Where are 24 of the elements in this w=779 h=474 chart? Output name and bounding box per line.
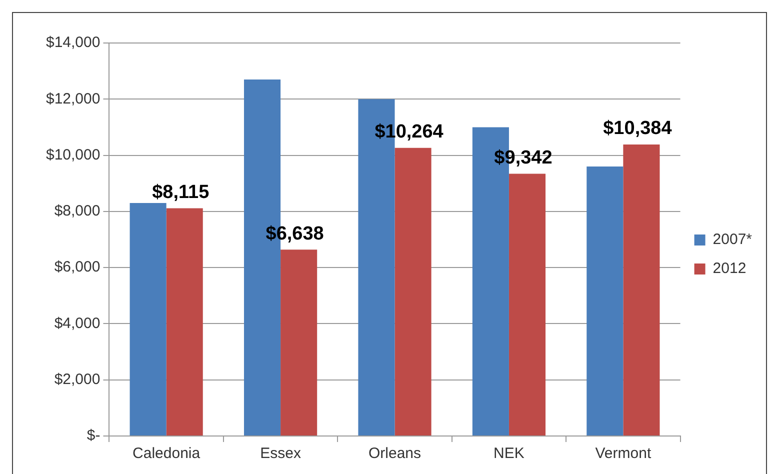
y-tick-label: $4,000 [54,314,100,332]
y-tick-label: $12,000 [46,90,100,108]
y-tick-label: $8,000 [54,202,100,220]
bar [130,203,166,436]
bar [394,148,432,436]
y-tick-label: $10,000 [46,146,100,164]
legend-label: 2012 [712,260,746,278]
data-label: $8,115 [152,182,210,203]
bar [280,250,318,436]
x-tick-label: NEK [494,445,524,462]
y-tick-label: $- [86,427,100,444]
bar [623,144,660,436]
x-tick-label: Orleans [368,445,422,462]
bar [508,174,546,436]
x-tick-label: Caledonia [132,445,201,462]
y-tick-label: $2,000 [54,371,100,388]
bar [586,166,624,436]
bar [166,208,203,436]
legend-label: 2007* [712,231,752,248]
x-tick-label: Essex [260,445,302,462]
y-tick-label: $14,000 [46,34,100,52]
y-tick-label: $6,000 [54,258,100,276]
x-tick-label: Vermont [595,445,652,462]
data-label: $10,384 [603,118,672,140]
